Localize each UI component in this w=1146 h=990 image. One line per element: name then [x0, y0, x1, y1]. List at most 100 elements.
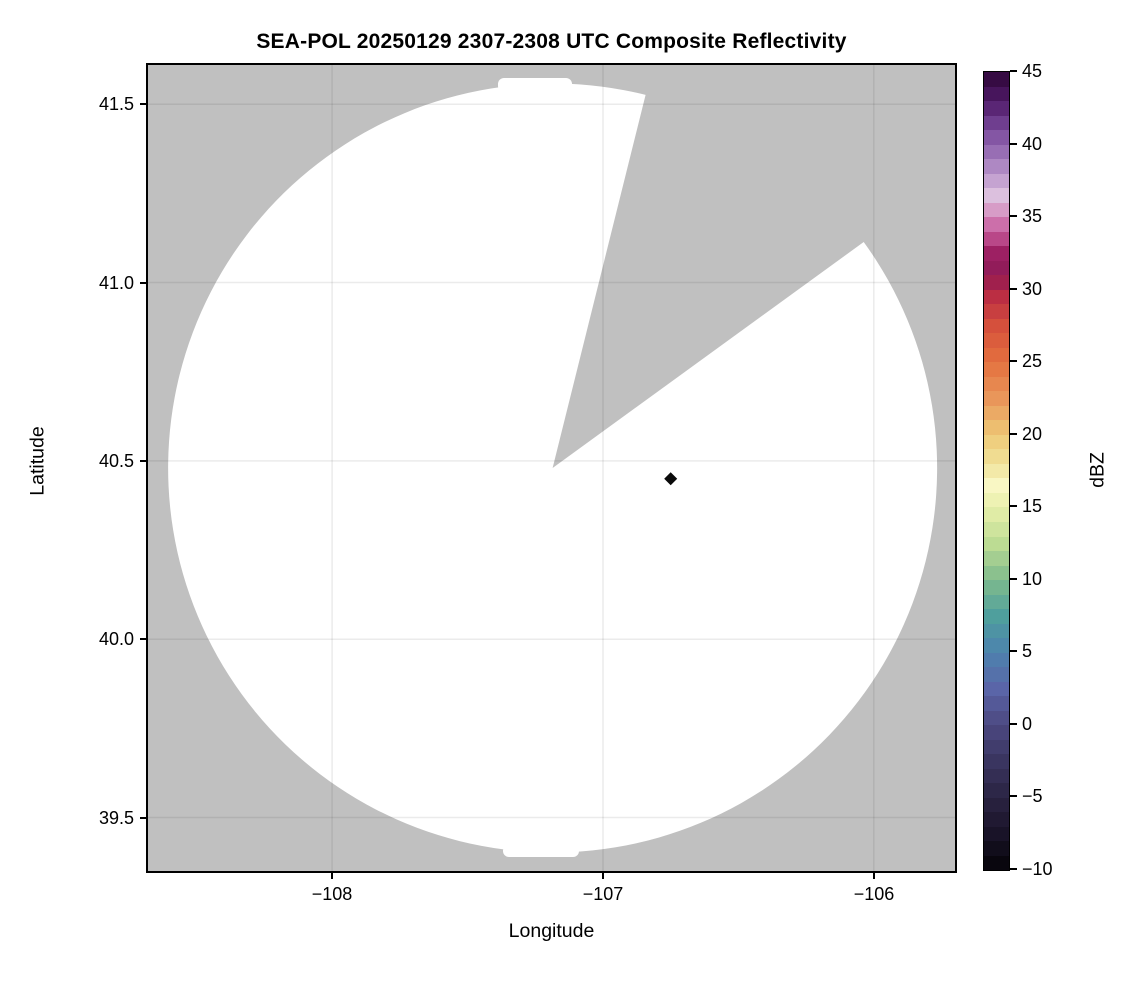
colorbar-band	[984, 144, 1009, 160]
plot-area	[148, 65, 955, 871]
colorbar-band	[984, 173, 1009, 189]
colorbar-band	[984, 289, 1009, 305]
colorbar-band	[984, 710, 1009, 726]
colorbar-band	[984, 638, 1009, 653]
colorbar-tick-label: 5	[1022, 641, 1033, 661]
colorbar-band	[984, 333, 1009, 348]
colorbar-band	[984, 609, 1009, 624]
y-tick	[140, 103, 148, 105]
radar-coverage-shape	[168, 83, 938, 853]
radar-coverage-plot	[148, 65, 955, 871]
colorbar-tick-label: 45	[1022, 61, 1043, 81]
y-tick	[140, 460, 148, 462]
data-point-diamond	[664, 472, 678, 486]
colorbar-band	[984, 812, 1009, 827]
colorbar-tick-label: 0	[1022, 714, 1033, 734]
colorbar-band	[984, 260, 1009, 276]
colorbar-tick	[1010, 868, 1017, 870]
colorbar-band	[984, 217, 1009, 232]
colorbar-band	[984, 507, 1009, 522]
colorbar-band	[984, 492, 1009, 508]
colorbar-label: dBZ	[1086, 452, 1109, 488]
y-tick-label: 40.0	[98, 629, 134, 649]
colorbar-band	[984, 594, 1009, 610]
colorbar-tick	[1010, 505, 1017, 507]
colorbar-band	[984, 565, 1009, 581]
x-tick-label: −108	[311, 884, 353, 904]
colorbar-band	[984, 246, 1009, 261]
colorbar-band	[984, 696, 1009, 711]
chart-title: SEA-POL 20250129 2307-2308 UTC Composite…	[256, 30, 847, 53]
colorbar-band	[984, 130, 1009, 145]
colorbar-tick-label: 30	[1022, 279, 1043, 299]
colorbar-band	[984, 391, 1009, 406]
colorbar	[983, 71, 1010, 871]
colorbar-band	[984, 72, 1009, 87]
colorbar-band	[984, 826, 1009, 842]
colorbar-band	[984, 434, 1009, 450]
y-tick-label: 41.0	[98, 273, 134, 293]
colorbar-tick-label: 15	[1022, 496, 1043, 516]
y-tick	[140, 282, 148, 284]
colorbar-tick	[1010, 578, 1017, 580]
colorbar-tick	[1010, 288, 1017, 290]
colorbar-band	[984, 841, 1009, 856]
colorbar-tick-label: −5	[1022, 786, 1043, 806]
colorbar-tick-label: 25	[1022, 351, 1043, 371]
x-tick	[331, 871, 333, 879]
colorbar-band	[984, 318, 1009, 334]
colorbar-tick	[1010, 650, 1017, 652]
colorbar-band	[984, 449, 1009, 464]
colorbar-band	[984, 768, 1009, 784]
colorbar-band	[984, 86, 1009, 102]
rim-artifact-top	[498, 78, 572, 92]
colorbar-band	[984, 667, 1009, 682]
colorbar-band	[984, 376, 1009, 392]
y-tick	[140, 817, 148, 819]
colorbar-band	[984, 551, 1009, 566]
colorbar-band	[984, 420, 1009, 435]
colorbar-tick	[1010, 360, 1017, 362]
colorbar-band	[984, 202, 1009, 218]
colorbar-band	[984, 580, 1009, 595]
colorbar-band	[984, 652, 1009, 668]
y-tick-label: 40.5	[98, 451, 134, 471]
colorbar-band	[984, 478, 1009, 493]
colorbar-band	[984, 115, 1009, 131]
colorbar-tick-label: 35	[1022, 206, 1043, 226]
colorbar-band	[984, 362, 1009, 377]
y-tick-label: 39.5	[98, 808, 134, 828]
colorbar-band	[984, 797, 1009, 813]
colorbar-tick-label: 10	[1022, 569, 1043, 589]
y-tick-label: 41.5	[98, 94, 134, 114]
colorbar-band	[984, 231, 1009, 247]
colorbar-band	[984, 754, 1009, 769]
colorbar-band	[984, 725, 1009, 740]
x-tick-label: −106	[853, 884, 895, 904]
x-tick	[873, 871, 875, 879]
colorbar-tick-label: 40	[1022, 134, 1043, 154]
colorbar-band	[984, 681, 1009, 697]
colorbar-tick	[1010, 723, 1017, 725]
colorbar-band	[984, 101, 1009, 116]
colorbar-band	[984, 855, 1009, 871]
colorbar-band	[984, 304, 1009, 319]
colorbar-tick	[1010, 143, 1017, 145]
y-axis-label: Latitude	[26, 426, 49, 496]
colorbar-band	[984, 188, 1009, 203]
colorbar-band	[984, 783, 1009, 798]
colorbar-band	[984, 623, 1009, 639]
colorbar-tick	[1010, 70, 1017, 72]
colorbar-tick	[1010, 795, 1017, 797]
x-axis-label: Longitude	[508, 920, 595, 942]
colorbar-tick	[1010, 215, 1017, 217]
colorbar-band	[984, 463, 1009, 479]
colorbar-band	[984, 739, 1009, 755]
colorbar-band	[984, 521, 1009, 537]
rim-artifact-bottom	[503, 845, 579, 857]
colorbar-band	[984, 536, 1009, 552]
colorbar-band	[984, 347, 1009, 363]
colorbar-band	[984, 275, 1009, 290]
colorbar-tick	[1010, 433, 1017, 435]
